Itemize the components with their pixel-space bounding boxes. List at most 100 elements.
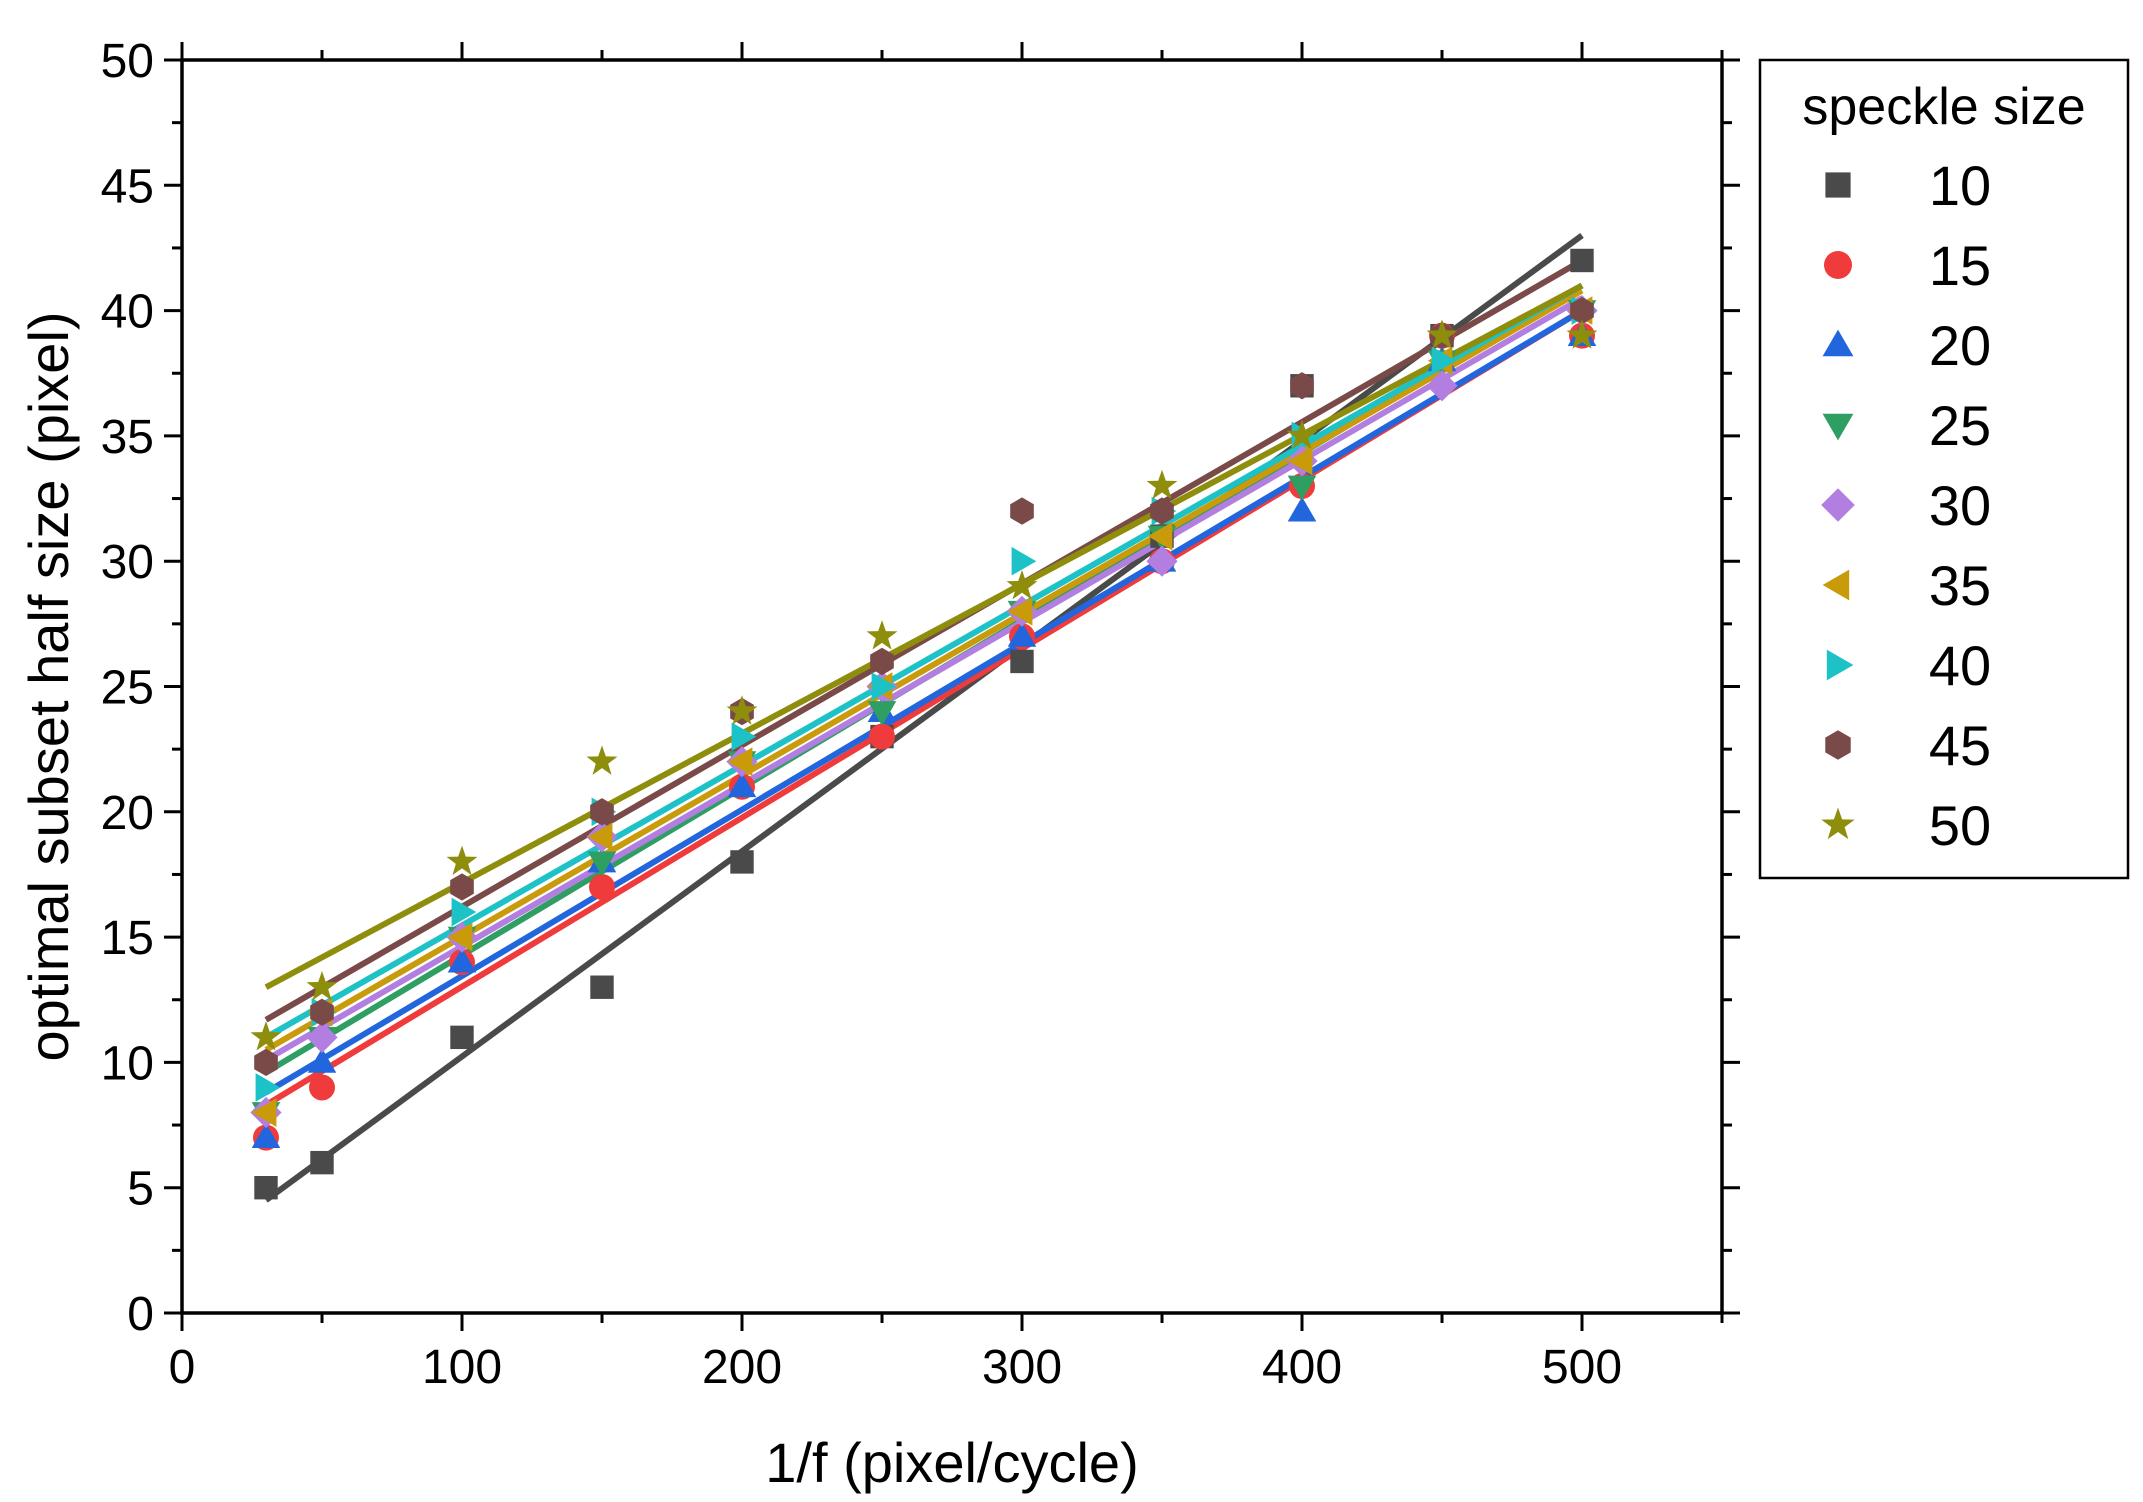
y-axis: 0 5 10 15 20 25 30 35 40 45 50	[101, 35, 1740, 1341]
data-point-50	[1006, 570, 1038, 600]
data-point-30	[306, 1021, 338, 1053]
data-point-45	[1150, 497, 1174, 525]
data-markers	[250, 248, 1598, 1200]
data-point-40	[871, 672, 897, 701]
data-point-10	[1010, 649, 1034, 674]
data-point-25	[587, 851, 617, 877]
data-point-45	[310, 998, 334, 1026]
data-point-50	[1566, 319, 1598, 349]
data-point-10	[254, 1176, 278, 1200]
legend-label-10: 10	[1929, 154, 1991, 217]
legend-marker-45	[1825, 730, 1851, 760]
y-axis-label: optimal subset half size (pixel)	[17, 311, 80, 1061]
data-point-35	[1287, 446, 1313, 476]
data-point-45	[870, 647, 894, 676]
fit-line-10	[264, 233, 1584, 1203]
data-point-50	[1426, 319, 1458, 349]
data-point-40	[731, 722, 757, 751]
legend-label-25: 25	[1929, 394, 1991, 457]
data-point-20	[251, 1123, 281, 1148]
x-tick-label: 400	[1262, 1341, 1342, 1394]
data-point-40	[1431, 346, 1457, 376]
data-point-50	[726, 695, 758, 725]
data-point-35	[587, 822, 613, 852]
fit-line-40	[264, 282, 1584, 1040]
legend-title: speckle size	[1802, 78, 2085, 136]
data-point-40	[1011, 546, 1037, 576]
data-point-20	[307, 1048, 337, 1073]
data-point-45	[1010, 497, 1034, 525]
legend-marker-15	[1824, 251, 1852, 279]
data-point-25	[867, 701, 897, 726]
x-tick-label: 500	[1542, 1341, 1622, 1394]
series-50	[250, 319, 1598, 1051]
data-point-50	[1146, 469, 1178, 500]
legend-marker-40	[1826, 649, 1854, 681]
y-tick-label: 40	[101, 286, 154, 339]
data-point-50	[866, 620, 898, 650]
data-point-35	[1147, 521, 1173, 551]
legend-label-40: 40	[1929, 634, 1991, 697]
data-point-45	[254, 1048, 278, 1077]
data-point-50	[1286, 419, 1318, 450]
fit-line-50	[264, 282, 1584, 990]
legend: speckle size 10 15 20 25 30 35 40 45 50	[1758, 58, 2130, 880]
data-point-45	[590, 798, 614, 826]
legend-label-45: 45	[1929, 714, 1991, 777]
x-axis-label: 1/f (pixel/cycle)	[765, 1431, 1138, 1494]
fit-line-20	[264, 308, 1584, 1096]
y-tick-label: 20	[101, 787, 154, 840]
x-axis: 0 100 200 300 400 500	[169, 42, 1724, 1394]
data-point-25	[1287, 475, 1317, 501]
y-tick-label: 30	[101, 536, 154, 589]
y-tick-label: 45	[101, 160, 154, 213]
fit-line-35	[264, 287, 1584, 1053]
data-point-10	[450, 1025, 474, 1050]
data-point-35	[447, 922, 473, 952]
data-point-45	[450, 873, 474, 901]
legend-box	[1758, 58, 2130, 880]
data-point-15	[869, 723, 895, 750]
data-point-10	[1570, 248, 1594, 273]
data-point-30	[1146, 545, 1178, 577]
data-point-10	[590, 975, 614, 999]
data-point-35	[251, 1098, 277, 1127]
x-tick-label: 300	[982, 1341, 1062, 1394]
legend-marker-10	[1825, 172, 1851, 198]
data-point-10	[310, 1150, 334, 1175]
data-point-20	[1287, 496, 1317, 522]
data-point-20	[447, 947, 477, 973]
y-tick-label: 5	[127, 1163, 154, 1216]
data-point-45	[1570, 296, 1594, 325]
fit-lines	[264, 233, 1584, 1203]
legend-label-50: 50	[1929, 794, 1991, 857]
data-point-50	[250, 1021, 282, 1051]
data-point-20	[1007, 622, 1037, 647]
y-tick-label: 10	[101, 1037, 154, 1090]
legend-marker-50	[1821, 807, 1855, 840]
x-tick-label: 100	[422, 1341, 502, 1394]
data-point-40	[451, 897, 477, 927]
legend-label-35: 35	[1929, 554, 1991, 617]
data-point-35	[727, 747, 753, 776]
legend-marker-30	[1821, 488, 1855, 522]
y-tick-label: 0	[127, 1288, 154, 1341]
fit-line-30	[264, 295, 1584, 1063]
data-point-50	[306, 970, 338, 1001]
y-tick-label: 15	[101, 912, 154, 965]
legend-label-30: 30	[1929, 474, 1991, 537]
data-point-35	[1007, 597, 1033, 626]
data-point-50	[586, 745, 618, 775]
data-point-40	[255, 1073, 281, 1102]
data-point-20	[727, 772, 757, 798]
legend-label-15: 15	[1929, 234, 1991, 297]
data-point-50	[446, 845, 478, 876]
x-tick-label: 200	[702, 1341, 782, 1394]
y-tick-label: 25	[101, 662, 154, 715]
data-point-15	[589, 873, 615, 900]
legend-label-20: 20	[1929, 314, 1991, 377]
legend-marker-25	[1822, 413, 1854, 441]
legend-marker-20	[1822, 329, 1854, 357]
data-point-10	[730, 850, 754, 874]
